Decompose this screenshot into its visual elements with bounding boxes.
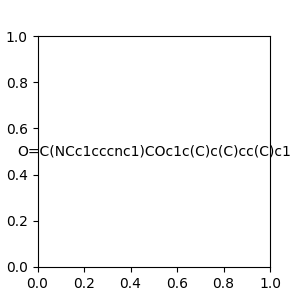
Text: O=C(NCc1cccnc1)COc1c(C)c(C)cc(C)c1: O=C(NCc1cccnc1)COc1c(C)c(C)cc(C)c1 xyxy=(17,145,291,158)
